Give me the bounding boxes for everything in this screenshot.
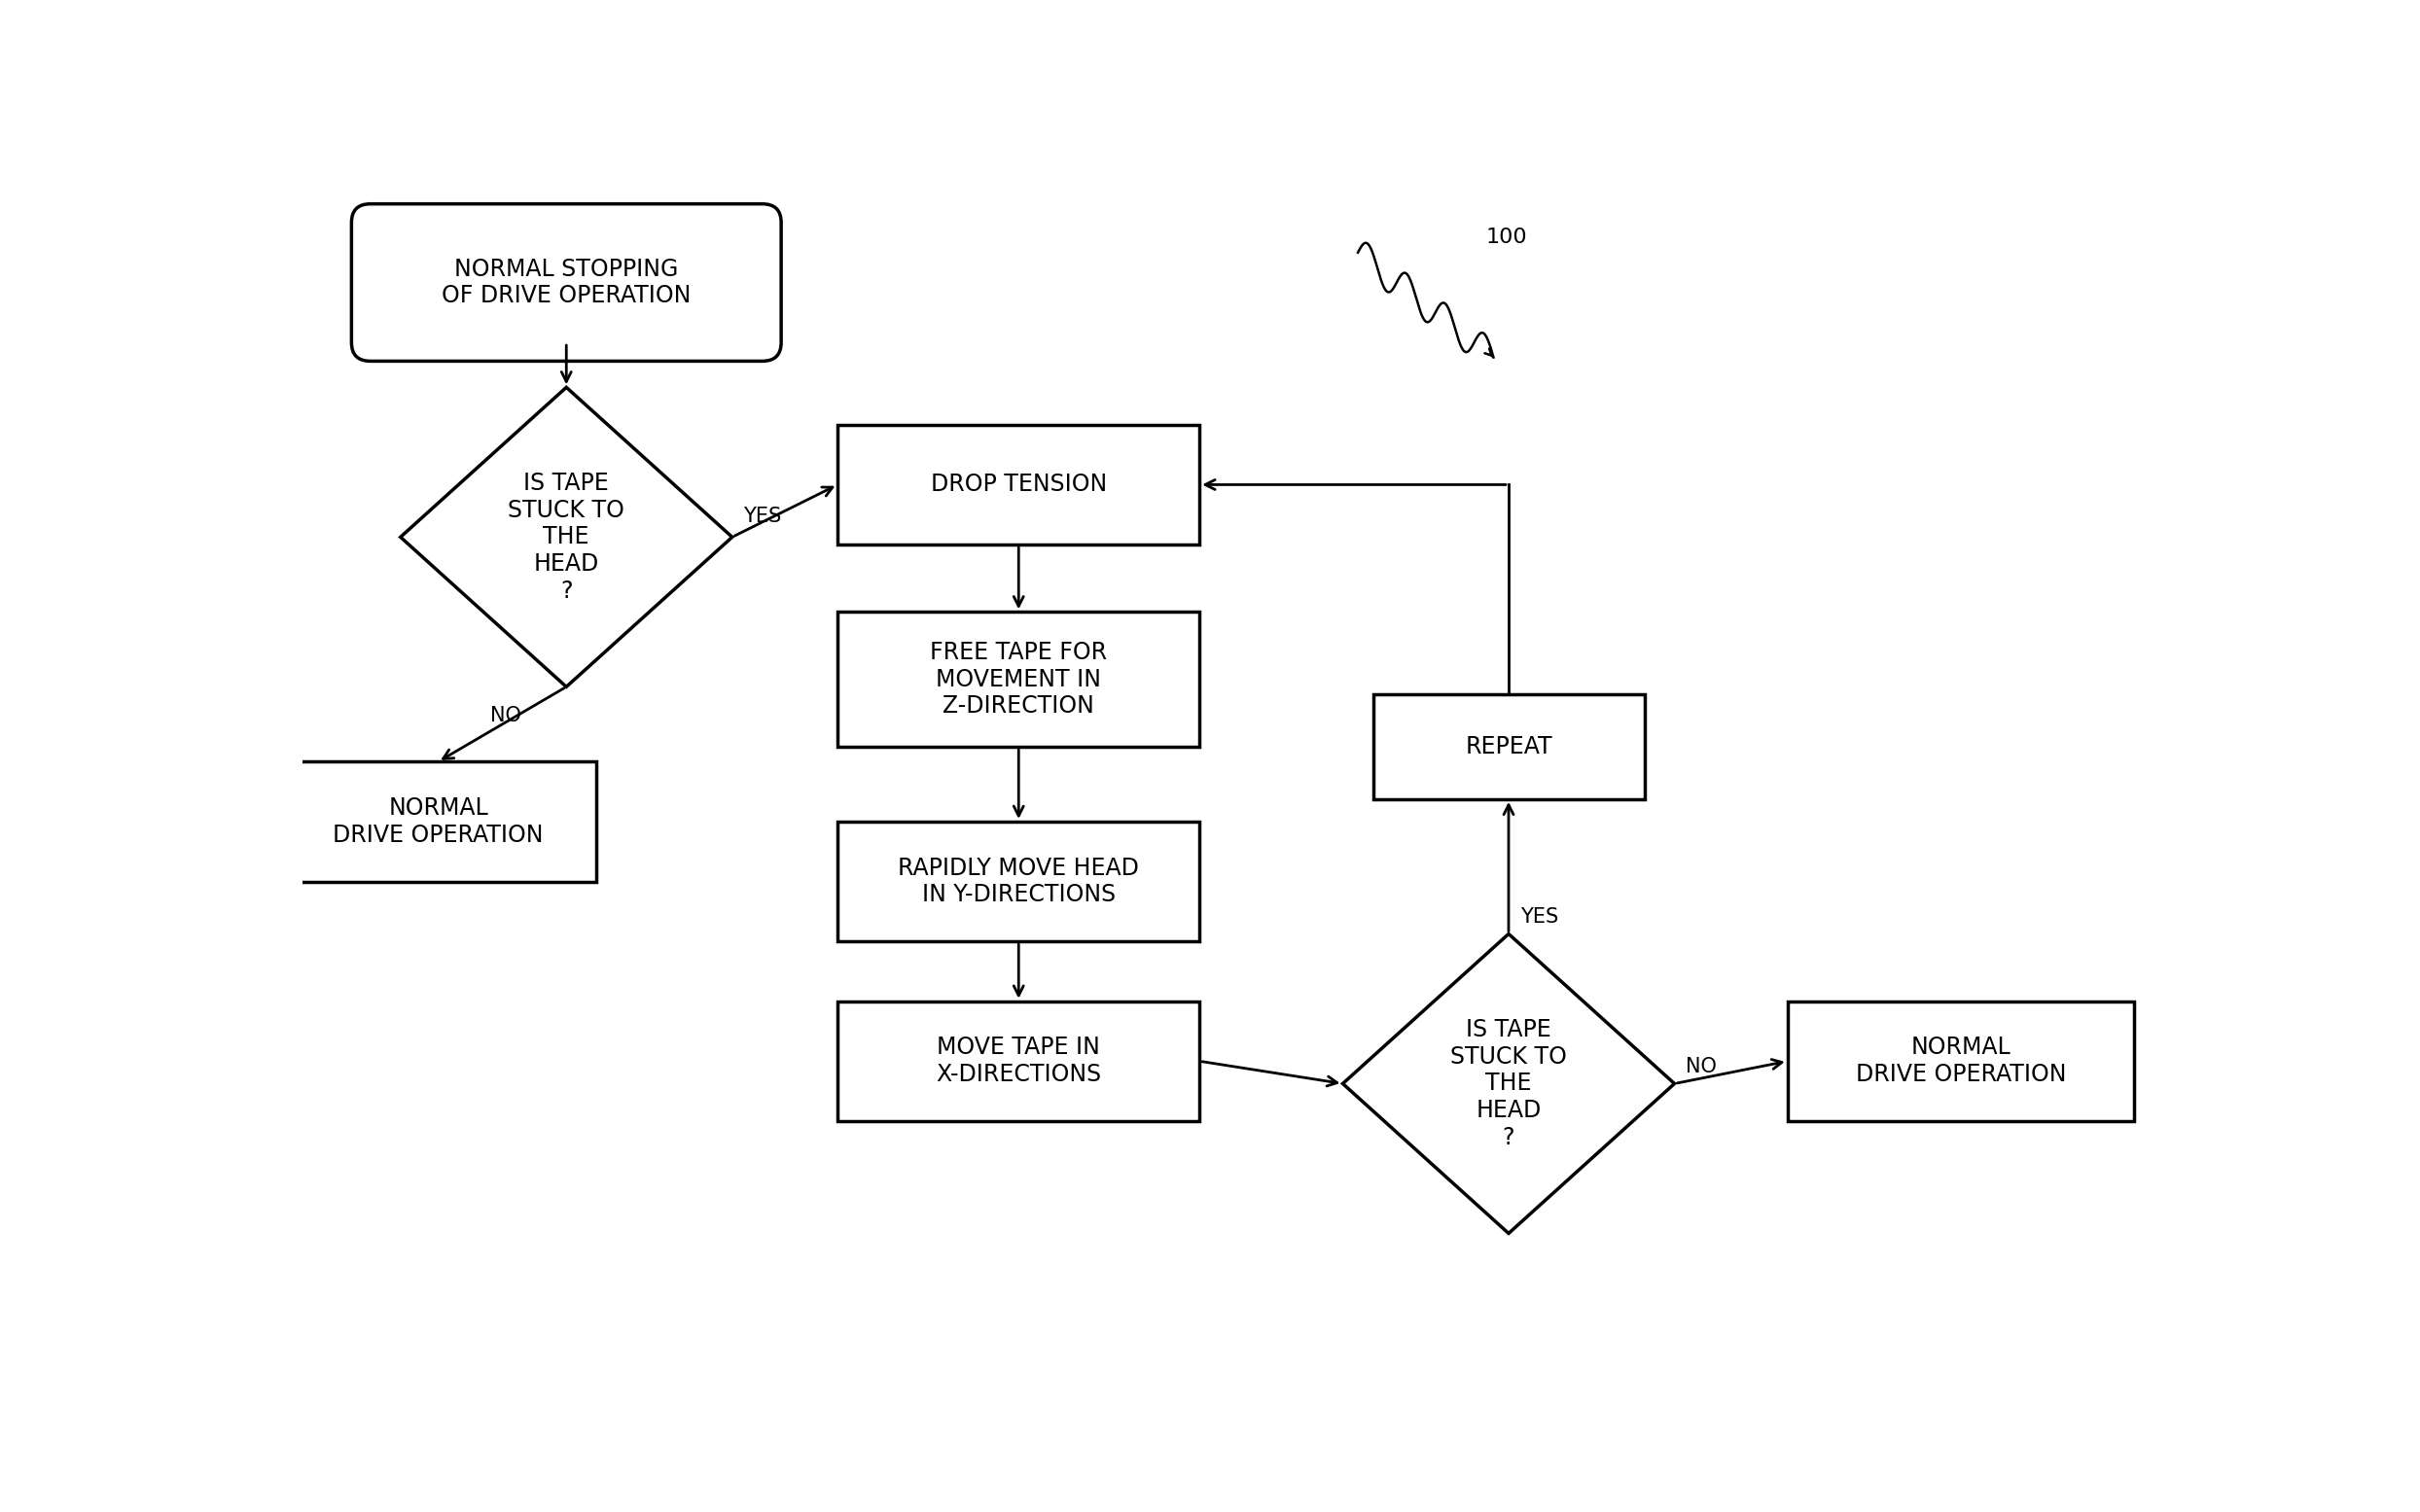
Text: NORMAL
DRIVE OPERATION: NORMAL DRIVE OPERATION (1856, 1036, 2067, 1086)
Text: NORMAL
DRIVE OPERATION: NORMAL DRIVE OPERATION (334, 797, 545, 847)
Text: IS TAPE
STUCK TO
THE
HEAD
?: IS TAPE STUCK TO THE HEAD ? (1450, 1018, 1566, 1149)
Text: NO: NO (491, 706, 520, 724)
Text: NO: NO (1687, 1057, 1716, 1077)
Bar (837, 1001, 1200, 1120)
Text: DROP TENSION: DROP TENSION (929, 473, 1106, 496)
Text: IS TAPE
STUCK TO
THE
HEAD
?: IS TAPE STUCK TO THE HEAD ? (508, 472, 624, 603)
Text: YES: YES (743, 507, 782, 526)
Text: MOVE TAPE IN
X-DIRECTIONS: MOVE TAPE IN X-DIRECTIONS (937, 1036, 1101, 1086)
Bar (837, 612, 1200, 747)
Bar (837, 821, 1200, 942)
Text: NORMAL STOPPING
OF DRIVE OPERATION: NORMAL STOPPING OF DRIVE OPERATION (443, 257, 692, 308)
Bar (281, 762, 595, 881)
Polygon shape (1343, 934, 1675, 1234)
Text: 100: 100 (1486, 228, 1527, 248)
Bar (1372, 694, 1643, 800)
Polygon shape (399, 387, 733, 686)
Bar (1788, 1001, 2134, 1120)
Text: RAPIDLY MOVE HEAD
IN Y-DIRECTIONS: RAPIDLY MOVE HEAD IN Y-DIRECTIONS (898, 856, 1140, 907)
Text: YES: YES (1520, 907, 1558, 927)
FancyBboxPatch shape (351, 204, 782, 361)
Text: FREE TAPE FOR
MOVEMENT IN
Z-DIRECTION: FREE TAPE FOR MOVEMENT IN Z-DIRECTION (929, 641, 1108, 718)
Text: REPEAT: REPEAT (1464, 735, 1551, 759)
Bar (837, 425, 1200, 544)
